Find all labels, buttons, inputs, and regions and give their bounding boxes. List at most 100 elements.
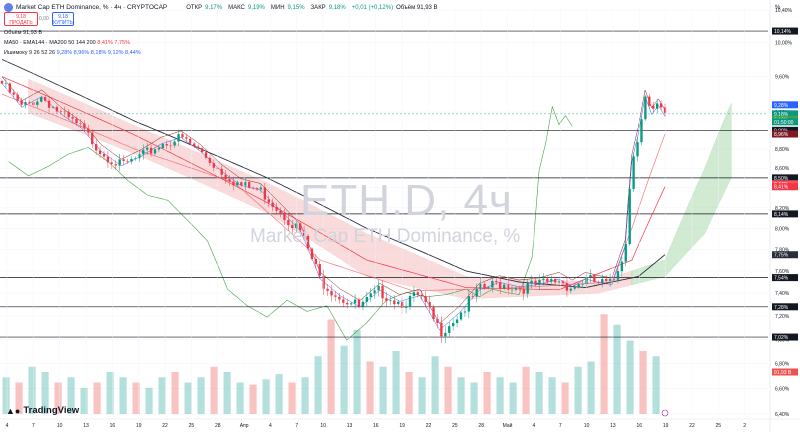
candle-body [491, 280, 494, 288]
candle-body [177, 134, 180, 142]
candle-body [220, 168, 223, 175]
candle-body [408, 295, 412, 307]
candle-body [369, 293, 372, 298]
symbol-watermark: ETH.D, 4ч [300, 176, 513, 225]
volume-bar [119, 377, 127, 414]
x-tick-label: 25 [716, 423, 722, 429]
candle-body [142, 149, 145, 155]
candle-body [420, 294, 423, 297]
indicator-volume[interactable]: Объём 91,93 В [4, 30, 43, 36]
candle-body [561, 281, 565, 284]
candle-body [40, 97, 43, 102]
volume-bar [626, 340, 634, 414]
volume-bar [470, 382, 478, 414]
candle-body [200, 148, 204, 153]
candle-body [98, 150, 102, 155]
price-tag [772, 183, 798, 191]
candle-body [514, 288, 518, 290]
volume-bar [548, 377, 556, 414]
candle-body [208, 157, 212, 164]
candle-body [518, 288, 522, 290]
y-tick-label: 8,60% [775, 166, 790, 172]
volume-bar [197, 377, 205, 414]
x-tick-label: 16 [636, 423, 642, 429]
spread-value: 0,00 [39, 16, 49, 22]
volume-bar [132, 382, 140, 414]
volume-bar [483, 372, 491, 414]
symbol-title[interactable]: Market Cap ETH Dominance, % · 4ч · CRYPT… [16, 4, 168, 11]
volume-bar [587, 361, 595, 414]
y-tick-label: 6,60% [775, 386, 790, 392]
x-tick-label: 28 [478, 423, 484, 429]
symbol-name-watermark: Market Cap ETH Dominance, % [250, 226, 521, 247]
candle-body [471, 296, 474, 297]
candle-body [302, 230, 306, 236]
level-price-label: 7,28% [774, 305, 789, 311]
volume-bar [145, 387, 153, 414]
candle-body [165, 144, 168, 146]
level-price-tag [772, 303, 798, 311]
candle-body [102, 154, 106, 157]
price-tag [772, 110, 798, 118]
candle-body [357, 299, 361, 307]
candle-body [118, 159, 121, 166]
candle-body [659, 103, 663, 108]
x-tick-label: 13 [83, 423, 89, 429]
x-tick-label: 2 [743, 423, 746, 429]
candle-body [236, 182, 239, 186]
volume-bar [457, 377, 465, 414]
legend-main-row: Market Cap ETH Dominance, % · 4ч · CRYPT… [4, 3, 441, 12]
candle-body [648, 96, 651, 106]
volume-bar [522, 366, 530, 414]
candle-body [83, 123, 86, 129]
candle-body [55, 106, 59, 112]
candle-body [295, 223, 298, 229]
x-tick-label: 13 [610, 423, 616, 429]
candle-body [122, 159, 125, 161]
volume-bar [158, 377, 166, 414]
buy-label: КУПИТЬ [53, 20, 73, 26]
candle-body [189, 138, 192, 144]
candle-body [275, 206, 278, 211]
sell-button[interactable]: 9,18 ПРОДАТЬ [4, 12, 38, 26]
candle-body [620, 261, 624, 272]
indicator-ma[interactable]: MA50 · EMA144 · MA200 50 144 200 8,41% 7… [4, 40, 130, 46]
candle-body [228, 179, 231, 182]
candle-body [306, 235, 310, 249]
volume-bar [249, 384, 257, 414]
candle-body [291, 224, 294, 229]
candle-body [173, 141, 176, 146]
candle-body [652, 105, 655, 109]
tradingview-logo[interactable]: ▲● TradingView [6, 405, 79, 416]
candle-body [181, 134, 184, 138]
candle-body [550, 279, 553, 282]
y-tick-label: 7,20% [775, 314, 790, 320]
x-tick-label: 22 [689, 423, 695, 429]
ichimoku-lagging-span [8, 105, 573, 341]
candle-body [624, 244, 627, 262]
buy-button[interactable]: 9,18 КУПИТЬ [52, 12, 74, 26]
candle-body [161, 144, 165, 148]
volume-bar [652, 356, 660, 414]
volume-bar [210, 366, 218, 414]
candle-body [153, 149, 157, 154]
sell-price: 9,18 [16, 14, 26, 20]
sell-label: ПРОДАТЬ [9, 20, 33, 26]
volume-bar [15, 382, 23, 414]
candle-body [349, 303, 353, 305]
candle-body [204, 152, 208, 158]
x-tick-label: 22 [426, 423, 432, 429]
ohlc-low: МИН 9,15% [270, 4, 305, 11]
volume-bar [496, 377, 504, 414]
candle-body [126, 160, 129, 162]
y-tick-label: 7,60% [775, 269, 790, 275]
tradingview-logo-icon: ▲● [6, 405, 21, 416]
level-price-tag [772, 274, 798, 282]
candle-body [432, 307, 435, 320]
price-tag [772, 251, 798, 259]
candle-body [428, 301, 431, 308]
indicator-ichimoku[interactable]: Ишимоку 9 26 52 26 9,28% 8,96% 8,18% 9,1… [4, 50, 141, 56]
candle-body [448, 326, 451, 333]
